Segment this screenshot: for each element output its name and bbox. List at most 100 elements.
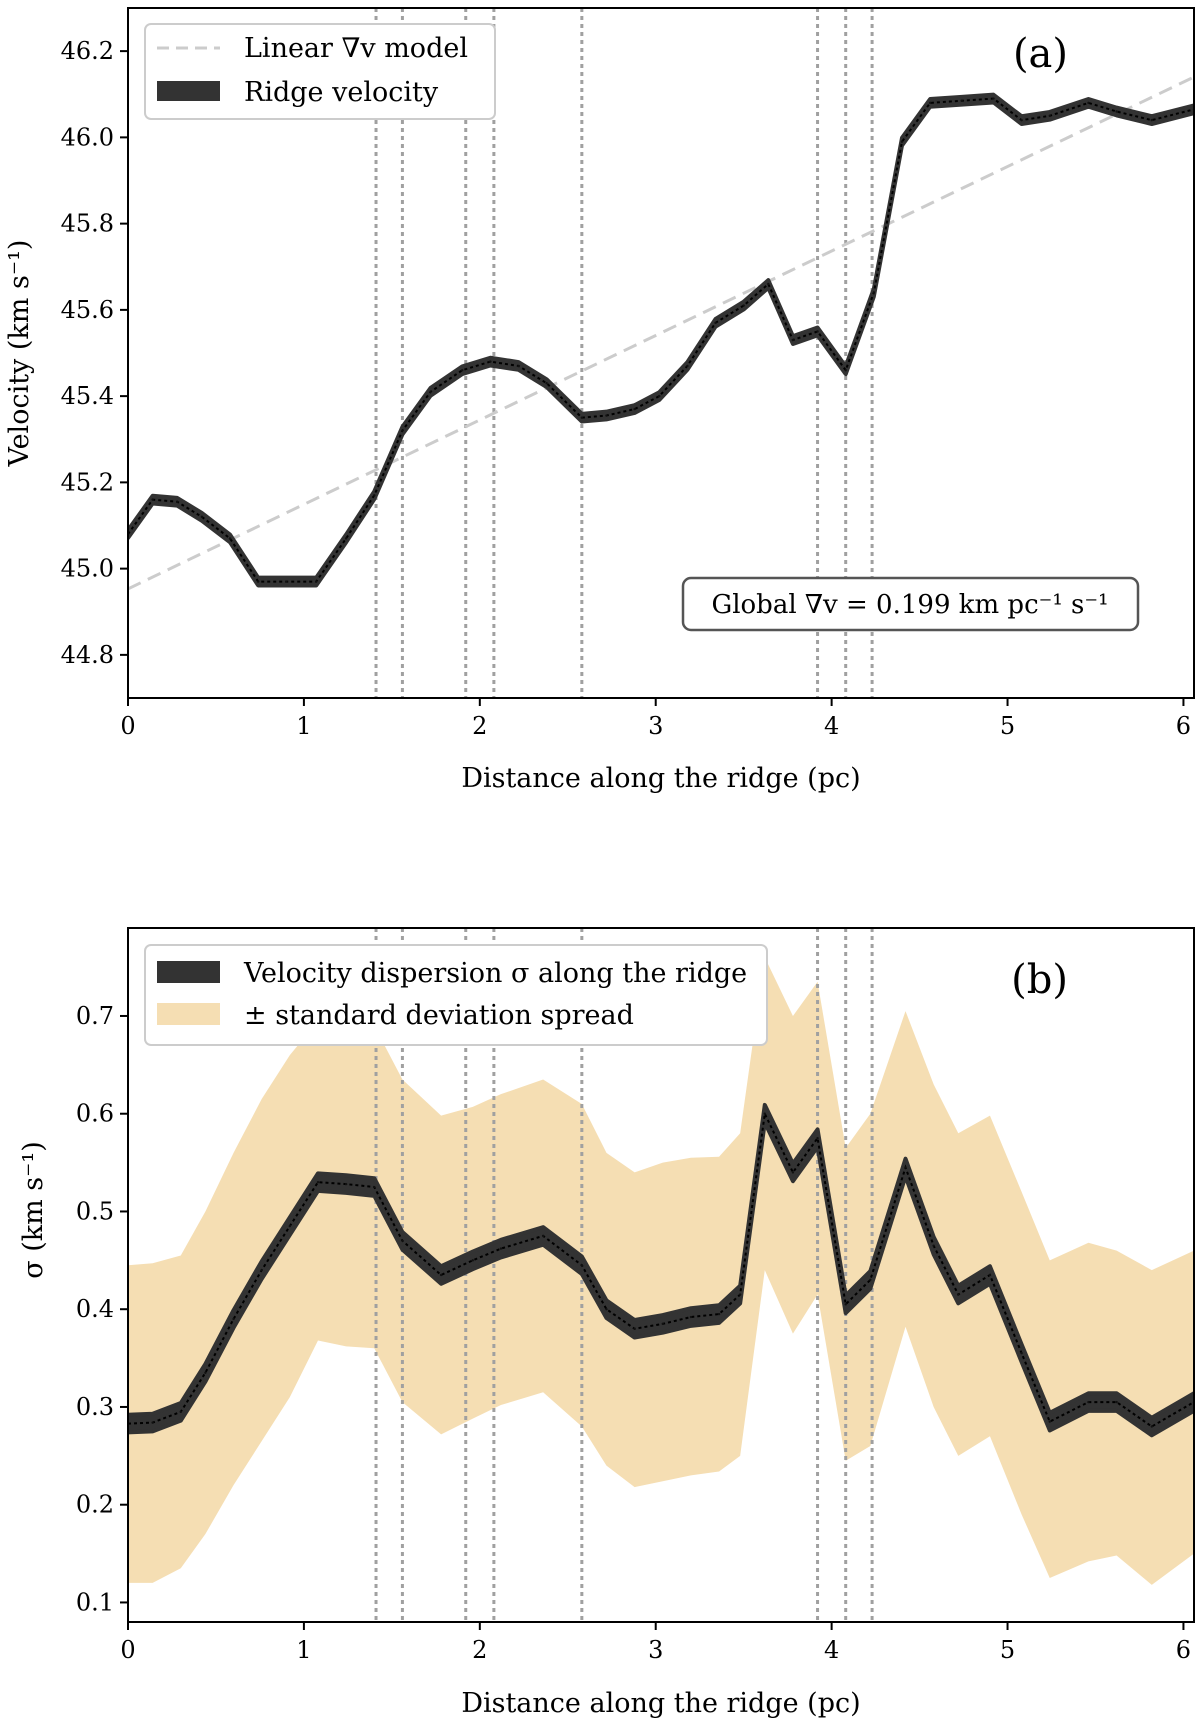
panel-b-ticks: 0 1 2 3 4 5 6 0.1 0.2 0.3 0.4 0.5 0.6 0.7 (76, 1002, 1191, 1664)
ridge-velocity-line (128, 97, 1194, 583)
velocity-dispersion-point (288, 1224, 292, 1228)
panel-a-legend-box (144, 23, 496, 120)
velocity-dispersion-point (763, 1112, 766, 1115)
y-tick-label: 45.8 (61, 210, 114, 238)
velocity-dispersion-point (1020, 1351, 1023, 1355)
velocity-dispersion-point (869, 1278, 872, 1282)
velocity-dispersion-point (661, 1322, 664, 1326)
ridge-velocity-point (928, 101, 932, 105)
velocity-dispersion-point (605, 1308, 608, 1311)
panel-a-vertical-markers (374, 8, 874, 698)
velocity-dispersion-point (204, 1371, 207, 1374)
x-tick-label: 1 (296, 712, 311, 740)
panel-b-data (128, 1102, 1194, 1438)
ridge-velocity-point (461, 369, 464, 372)
velocity-dispersion-point (260, 1268, 263, 1272)
panel-b-legend: Velocity dispersion σ along the ridge ± … (144, 944, 768, 1046)
panel-a-legend: Linear ∇v model Ridge velocity (144, 23, 496, 120)
panel-b-x-axis-label: Distance along the ridge (pc) (461, 1688, 860, 1719)
ridge-velocity-point (200, 515, 204, 519)
ridge-velocity-point (517, 364, 520, 368)
velocity-dispersion-point (580, 1264, 584, 1267)
ridge-velocity-point (605, 414, 608, 417)
annotation-box (681, 576, 1140, 632)
ridge-velocity-point (1087, 101, 1090, 105)
panel-b: 0 1 2 3 4 5 6 0.1 0.2 0.3 0.4 0.5 0.6 0.7 (b) Velocit… (18, 927, 1195, 1719)
panel-a-ticks: 0 1 2 3 4 5 6 44.8 45.0 45.2 45.4 45.6 45.8 46.0 46.2 (61, 37, 1192, 740)
x-tick-label: 0 (120, 1636, 135, 1664)
x-tick-label: 3 (648, 712, 663, 740)
legend-dispersion-label: Velocity dispersion σ along the ridge (243, 958, 747, 989)
velocity-dispersion-point (738, 1293, 742, 1296)
x-tick-label: 2 (472, 1636, 487, 1664)
ridge-velocity-band (128, 92, 1194, 588)
velocity-dispersion-point (791, 1171, 795, 1174)
ridge-velocity-point (767, 282, 770, 286)
ridge-velocity-point (1020, 118, 1023, 122)
global-gradient-annotation: Global ∇v = 0.199 km pc⁻¹ s⁻¹ (681, 576, 1140, 632)
ridge-velocity-point (1150, 118, 1153, 122)
y-tick-label: 45.4 (61, 382, 114, 410)
y-tick-label: 44.8 (61, 641, 114, 669)
ridge-velocity-point (686, 364, 689, 368)
ridge-velocity-point (816, 330, 819, 333)
ridge-velocity-point (545, 381, 548, 385)
y-tick-label: 46.2 (61, 37, 114, 65)
x-tick-label: 0 (120, 712, 135, 740)
ridge-velocity-point (1048, 114, 1051, 118)
velocity-dispersion-point (988, 1273, 992, 1277)
legend-spread-label: ± standard deviation spread (244, 1000, 634, 1031)
panel-b-y-axis-label: σ (km s⁻¹) (18, 1141, 49, 1279)
ridge-velocity-point (256, 580, 260, 583)
velocity-dispersion-point (471, 1259, 474, 1262)
velocity-dispersion-point (499, 1247, 503, 1250)
panel-a-label: (a) (1013, 31, 1068, 77)
ridge-velocity-point (714, 321, 717, 325)
ridge-velocity-point (373, 494, 376, 497)
x-tick-label: 2 (472, 712, 487, 740)
ridge-velocity-point (580, 416, 584, 419)
x-tick-label: 6 (1176, 712, 1191, 740)
velocity-dispersion-point (344, 1182, 348, 1186)
y-tick-label: 46.0 (61, 123, 114, 151)
x-tick-label: 5 (1000, 712, 1015, 740)
ridge-velocity-point (315, 580, 318, 583)
ridge-velocity-point (900, 140, 904, 143)
x-tick-label: 1 (296, 1636, 311, 1664)
ridge-velocity-point (176, 500, 179, 503)
velocity-dispersion-point (316, 1180, 320, 1184)
velocity-dispersion-point (904, 1166, 907, 1169)
legend-dispersion-swatch (157, 961, 220, 983)
x-tick-label: 4 (824, 712, 839, 740)
ridge-velocity-point (658, 394, 661, 398)
velocity-dispersion-point (689, 1315, 693, 1319)
x-tick-label: 4 (824, 1636, 839, 1664)
legend-linear-model-label: Linear ∇v model (244, 33, 468, 64)
y-tick-label: 0.2 (76, 1491, 114, 1519)
ridge-velocity-point (742, 304, 745, 307)
velocity-dispersion-point (717, 1312, 721, 1316)
y-tick-label: 45.0 (61, 555, 114, 583)
ridge-velocity-point (844, 369, 847, 372)
std-spread-area (128, 957, 1194, 1585)
velocity-dispersion-point (401, 1239, 404, 1242)
panel-a-data (128, 75, 1194, 591)
panel-a-y-axis-label: Velocity (km s⁻¹) (4, 240, 35, 468)
ridge-velocity-point (344, 537, 348, 540)
y-tick-label: 0.4 (76, 1295, 114, 1323)
x-tick-label: 5 (1000, 1636, 1015, 1664)
velocity-dispersion-point (1115, 1400, 1118, 1404)
y-tick-label: 0.6 (76, 1100, 114, 1128)
legend-ridge-velocity-label: Ridge velocity (244, 77, 439, 108)
x-tick-label: 6 (1176, 1636, 1191, 1664)
ridge-velocity-point (151, 498, 154, 501)
panel-a-x-axis-label: Distance along the ridge (pc) (461, 763, 860, 794)
velocity-dispersion-point (844, 1303, 847, 1306)
y-tick-label: 0.1 (76, 1588, 114, 1616)
y-tick-label: 0.3 (76, 1393, 114, 1421)
ridge-velocity-point (992, 97, 995, 100)
velocity-dispersion-point (633, 1327, 636, 1330)
ridge-velocity-point (791, 338, 795, 342)
panel-a-frame (127, 7, 1195, 699)
